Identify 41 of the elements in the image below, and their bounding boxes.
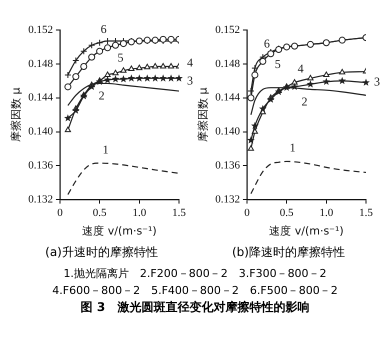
x-tick-label: 0.5	[280, 207, 294, 220]
series-label: 4	[298, 62, 304, 76]
y-tick-label: 0.136	[215, 160, 240, 172]
series-label: 1	[290, 140, 296, 155]
series-label: 3	[187, 73, 193, 88]
y-axis-title: 摩擦因数 μ	[196, 88, 210, 142]
x-tick-label: 1.5	[359, 207, 374, 220]
series-label: 5	[118, 50, 124, 64]
y-tick-label: 0.144	[215, 92, 240, 104]
series-label: 2	[98, 88, 105, 103]
y-axis-title: 摩擦因数 μ	[9, 88, 22, 142]
caption: 图 3 激光圆斑直径变化对摩擦特性的影响	[80, 299, 310, 316]
series-label: 4	[187, 56, 193, 70]
text: 4.F600－800－2 5.F400－800－2 6.F500－800－2	[51, 283, 339, 299]
x-tick-label: 0	[57, 207, 64, 220]
x-tick-label: 0	[244, 207, 250, 220]
text: 1.抛光隔离片 2.F200－800－2 3.F300－800－2	[62, 266, 328, 282]
series-label: 5	[274, 56, 281, 71]
y-tick-label: 0.136	[28, 160, 54, 172]
y-tick-label: 0.152	[215, 24, 240, 36]
x-axis-title: 速度 v/(m·s⁻¹)	[269, 224, 344, 238]
series-label: 1	[102, 142, 109, 156]
series-label: 3	[374, 74, 380, 89]
series-label: 2	[301, 94, 308, 109]
y-tick-label: 0.132	[28, 193, 53, 206]
x-tick-label: 1.0	[132, 207, 147, 220]
y-tick-label: 0.148	[28, 58, 54, 70]
y-tick-label: 0.132	[215, 193, 240, 206]
x-axis-title: 速度 v/(m·s⁻¹)	[82, 224, 157, 238]
y-tick-label: 0.140	[28, 126, 54, 138]
y-tick-label: 0.140	[215, 126, 240, 138]
x-tick-label: 1.5	[172, 207, 186, 220]
x-tick-label: 1.0	[319, 207, 334, 220]
y-tick-label: 0.144	[28, 92, 54, 104]
series-label: 6	[100, 22, 107, 36]
text: (b)降速时的摩擦特性	[231, 244, 346, 261]
y-tick-label: 0.152	[28, 24, 53, 36]
y-tick-label: 0.148	[215, 58, 240, 70]
text: (a)升速时的摩擦特性	[44, 244, 159, 261]
series-label: 6	[264, 36, 270, 50]
x-tick-label: 0.5	[92, 207, 108, 220]
